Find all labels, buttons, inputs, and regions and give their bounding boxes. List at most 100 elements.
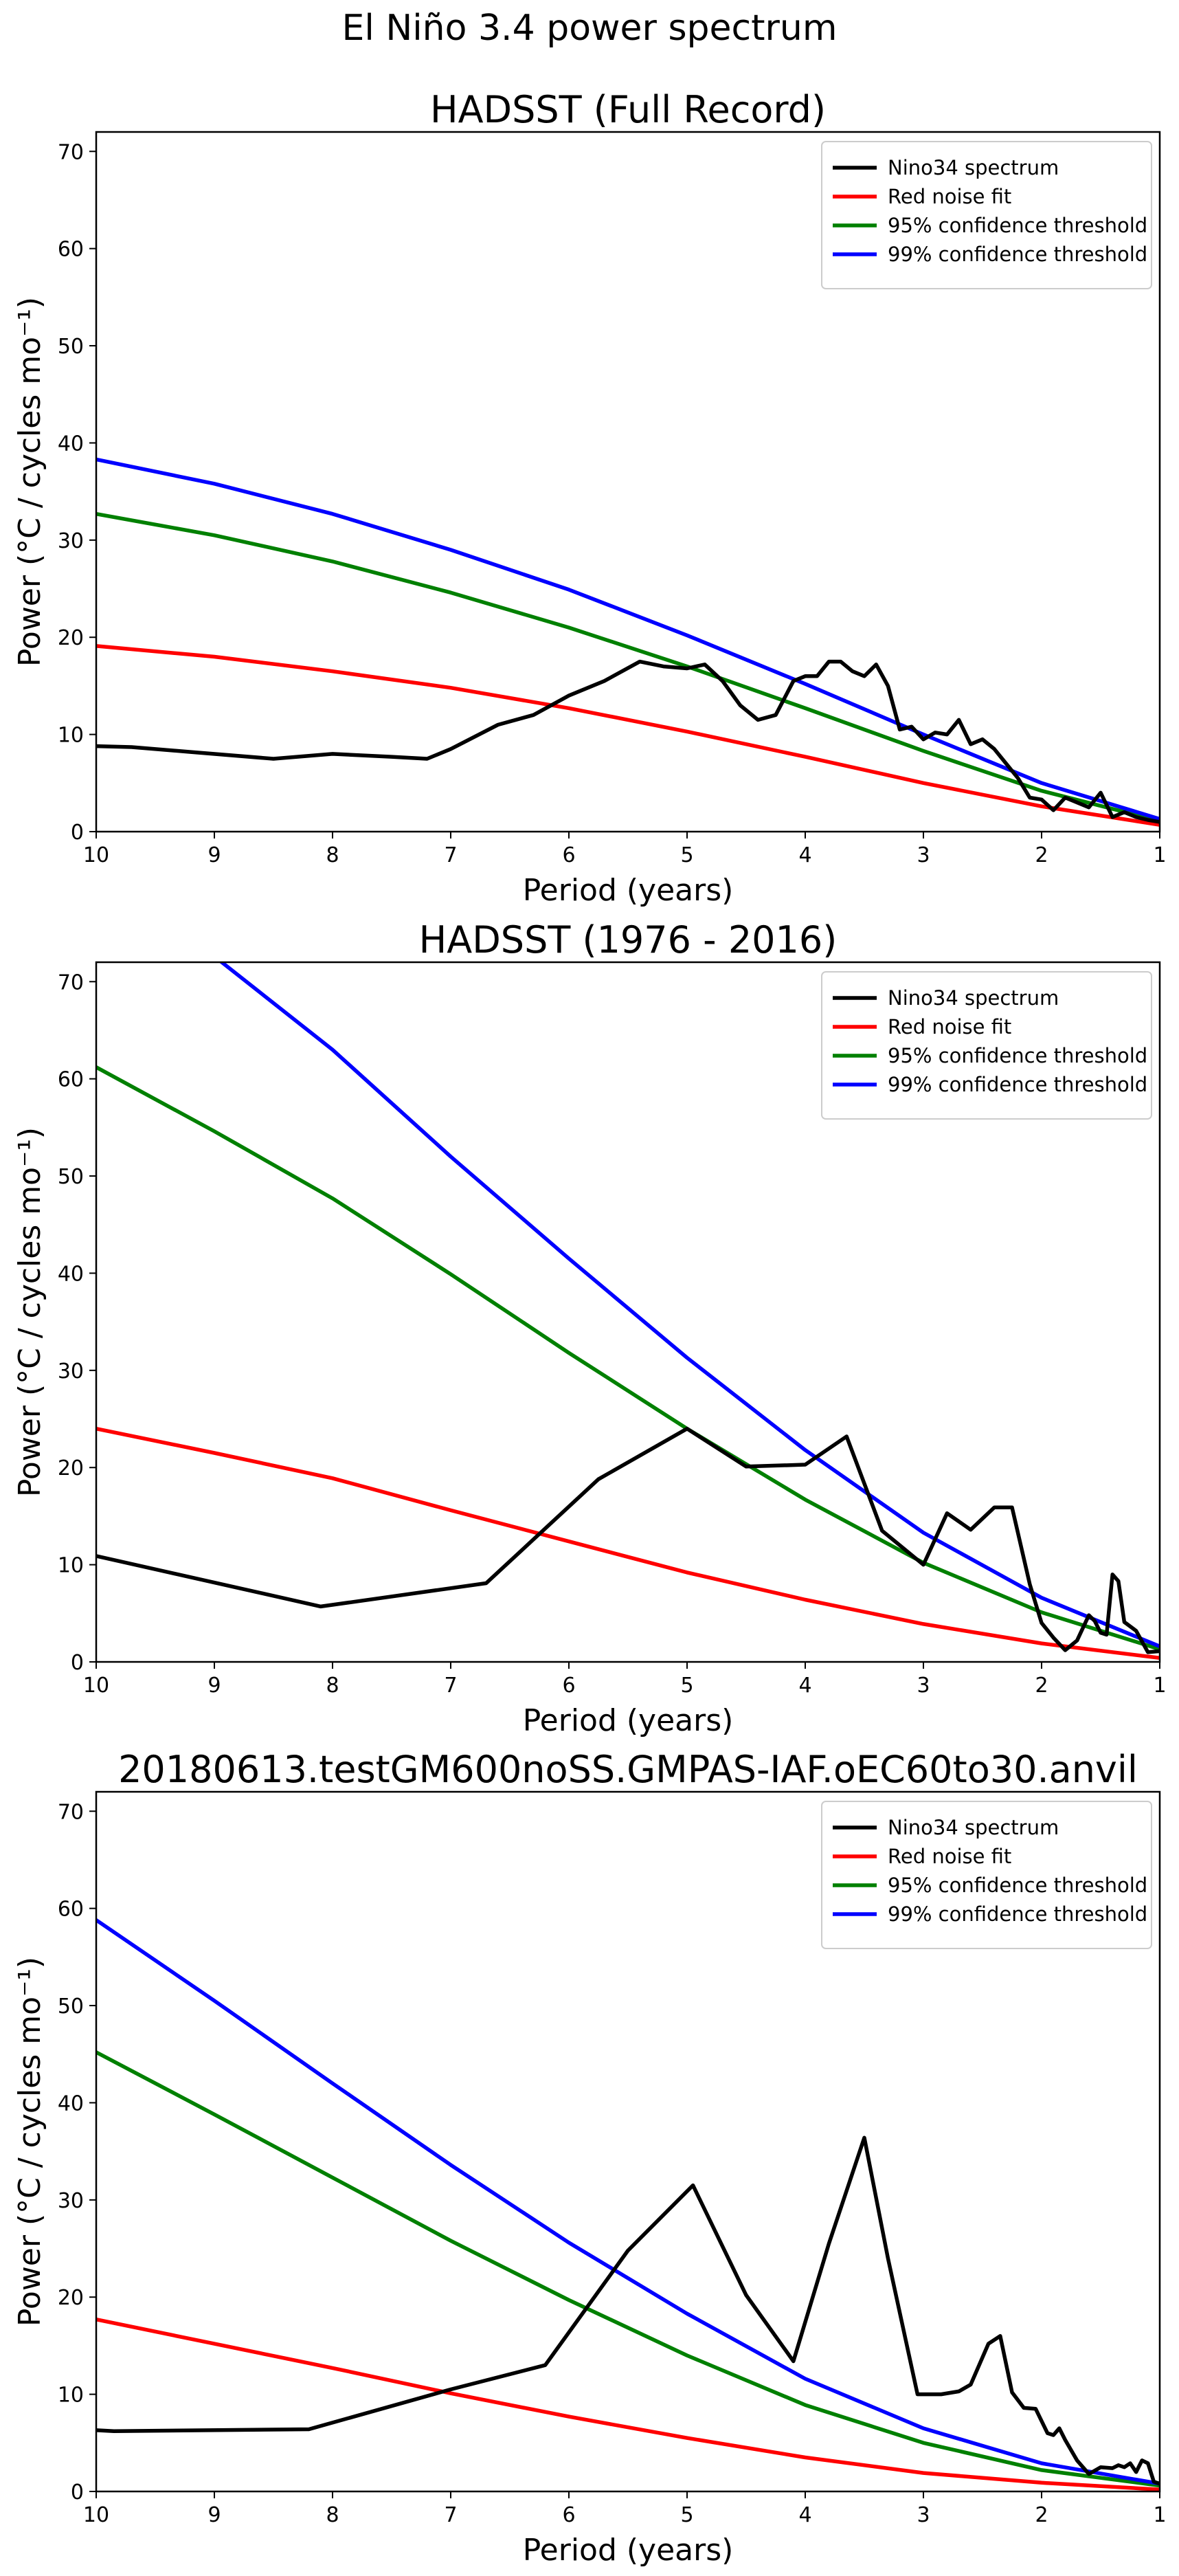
y-tick-label: 60 <box>58 238 84 262</box>
legend-entry: 95% confidence threshold <box>888 1874 1147 1897</box>
x-tick-label: 5 <box>680 843 693 867</box>
series-line-nino34-spectrum <box>96 1426 1160 1654</box>
legend-entry: Nino34 spectrum <box>888 156 1059 179</box>
x-tick-label: 10 <box>83 2503 109 2527</box>
legend-entry: 99% confidence threshold <box>888 1902 1147 1926</box>
y-tick-label: 50 <box>58 335 84 359</box>
series-line-red-noise-fit <box>96 2317 1160 2491</box>
x-tick-label: 4 <box>798 843 811 867</box>
x-axis-label: Period (years) <box>523 1703 734 1738</box>
x-tick-label: 3 <box>917 843 930 867</box>
legend-entry: 95% confidence threshold <box>888 1044 1147 1067</box>
series-line-95-confidence-threshold <box>96 511 1160 823</box>
series-line-red-noise-fit <box>96 644 1160 827</box>
panel-title: 20180613.testGM600noSS.GMPAS-IAF.oEC60to… <box>118 1748 1138 1791</box>
x-tick-label: 1 <box>1153 843 1166 867</box>
axes-frame <box>95 1790 1161 2493</box>
x-tick-label: 3 <box>917 1674 930 1698</box>
y-tick-label: 10 <box>58 724 84 748</box>
y-tick-label: 20 <box>58 626 84 650</box>
y-tick-label: 30 <box>58 2189 84 2213</box>
y-tick-label: 10 <box>58 2384 84 2408</box>
series-line-99-confidence-threshold <box>96 457 1160 821</box>
legend: Nino34 spectrum Red noise fit 95% confiden… <box>821 971 1152 1120</box>
y-tick-label: 20 <box>58 1456 84 1480</box>
x-tick-label: 6 <box>562 1674 575 1698</box>
series-line-95-confidence-threshold <box>96 2050 1160 2488</box>
x-tick-label: 5 <box>680 2503 693 2527</box>
y-tick-label: 20 <box>58 2286 84 2310</box>
series-line-nino34-spectrum <box>96 2135 1160 2486</box>
legend-entry: 99% confidence threshold <box>888 243 1147 266</box>
x-tick-label: 2 <box>1035 843 1048 867</box>
x-tick-label: 2 <box>1035 2503 1048 2527</box>
legend-box <box>821 141 1152 289</box>
x-tick-label: 7 <box>444 2503 457 2527</box>
axes-frame <box>95 961 1161 1663</box>
y-axis-label: Power (°C / cycles mo⁻¹) <box>12 1127 47 1497</box>
x-tick-label: 4 <box>798 1674 811 1698</box>
y-tick-label: 10 <box>58 1554 84 1578</box>
x-tick-label: 3 <box>917 2503 930 2527</box>
series-group <box>96 457 1160 827</box>
y-tick-label: 70 <box>58 970 84 995</box>
panel-title: HADSST (1976 - 2016) <box>419 918 838 962</box>
legend-entry: Nino34 spectrum <box>888 1816 1059 1839</box>
y-tick-label: 0 <box>71 2480 84 2505</box>
series-line-red-noise-fit <box>96 1426 1160 1661</box>
x-tick-label: 8 <box>326 1674 339 1698</box>
chart-panel-1: HADSST (Full Record)10 9 8 7 6 5 4 3 2 1010203040… <box>12 88 1167 908</box>
series-line-95-confidence-threshold <box>96 1065 1160 1652</box>
x-tick-label: 7 <box>444 843 457 867</box>
legend-entry: Red noise fit <box>888 1015 1011 1039</box>
x-tick-label: 9 <box>207 843 221 867</box>
x-tick-label: 10 <box>83 1674 109 1698</box>
x-tick-label: 10 <box>83 843 109 867</box>
y-tick-label: 60 <box>58 1068 84 1092</box>
x-tick-label: 5 <box>680 1674 693 1698</box>
legend-entry: 99% confidence threshold <box>888 1073 1147 1096</box>
chart-panel-3: 20180613.testGM600noSS.GMPAS-IAF.oEC60to… <box>12 1748 1167 2568</box>
x-tick-label: 8 <box>326 843 339 867</box>
x-tick-label: 1 <box>1153 2503 1166 2527</box>
x-tick-label: 6 <box>562 843 575 867</box>
axes-frame <box>95 131 1161 833</box>
legend: Nino34 spectrum Red noise fit 95% confiden… <box>821 1801 1152 1949</box>
series-line-nino34-spectrum <box>96 659 1160 824</box>
series-line-99-confidence-threshold <box>96 1918 1160 2486</box>
series-line-99-confidence-threshold <box>218 962 1160 1649</box>
y-tick-label: 30 <box>58 1359 84 1384</box>
chart-panel-2: HADSST (1976 - 2016)10 9 8 7 6 5 4 3 2 1010203040… <box>12 918 1167 1738</box>
x-tick-label: 7 <box>444 1674 457 1698</box>
legend-box <box>821 1801 1152 1949</box>
x-tick-label: 9 <box>207 1674 221 1698</box>
legend-entry: Red noise fit <box>888 1845 1011 1868</box>
x-tick-label: 1 <box>1153 1674 1166 1698</box>
series-group <box>96 962 1160 1661</box>
legend-entry: Nino34 spectrum <box>888 986 1059 1010</box>
x-axis-label: Period (years) <box>523 2533 734 2568</box>
legend-entry: Red noise fit <box>888 185 1011 208</box>
y-tick-label: 60 <box>58 1898 84 1922</box>
figure-title: El Niño 3.4 power spectrum <box>341 8 837 49</box>
panel-title: HADSST (Full Record) <box>430 88 826 131</box>
y-tick-label: 40 <box>58 432 84 456</box>
y-tick-label: 30 <box>58 529 84 553</box>
y-axis-label: Power (°C / cycles mo⁻¹) <box>12 1957 47 2327</box>
x-tick-label: 6 <box>562 2503 575 2527</box>
legend: Nino34 spectrum Red noise fit 95% confiden… <box>821 141 1152 289</box>
legend-box <box>821 971 1152 1120</box>
legend-entry: 95% confidence threshold <box>888 214 1147 237</box>
x-tick-label: 4 <box>798 2503 811 2527</box>
y-tick-label: 0 <box>71 821 84 845</box>
y-tick-label: 40 <box>58 2091 84 2116</box>
y-tick-label: 50 <box>58 1165 84 1189</box>
y-tick-label: 70 <box>58 140 84 164</box>
y-axis-label: Power (°C / cycles mo⁻¹) <box>12 297 47 667</box>
y-tick-label: 50 <box>58 1995 84 2019</box>
x-tick-label: 9 <box>207 2503 221 2527</box>
x-tick-label: 8 <box>326 2503 339 2527</box>
x-axis-label: Period (years) <box>523 873 734 908</box>
y-tick-label: 0 <box>71 1651 84 1675</box>
